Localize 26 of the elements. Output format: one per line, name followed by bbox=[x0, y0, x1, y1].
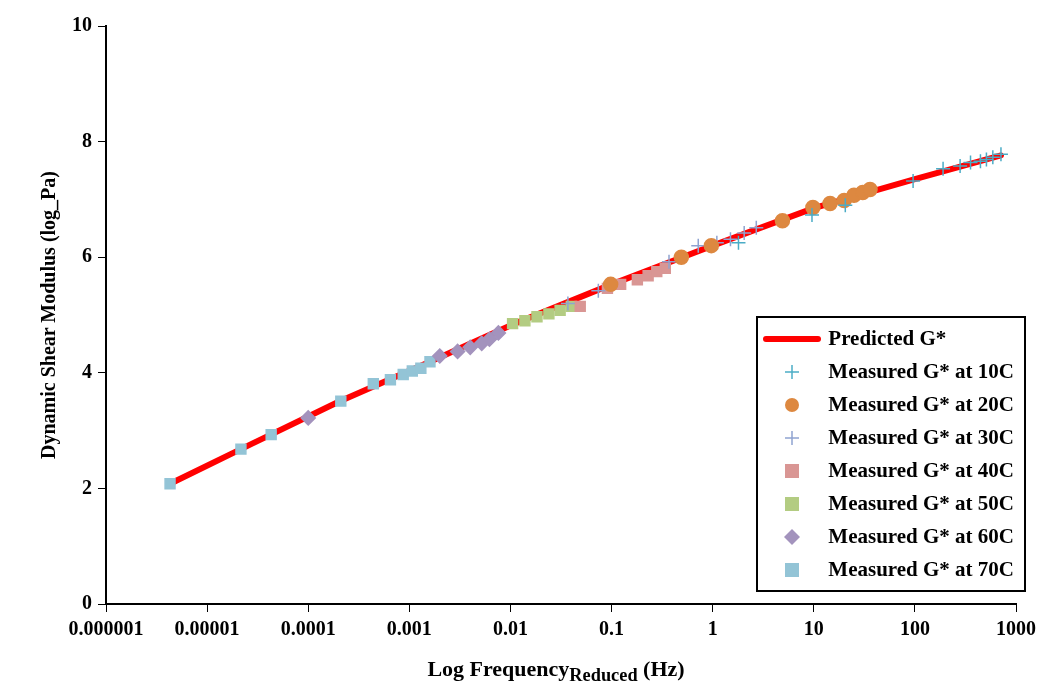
x-tick-label: 0.01 bbox=[492, 617, 528, 640]
x-axis-title: Log Frequency$_{Reduced}$ (Hz) bbox=[426, 656, 686, 687]
legend-label: Measured G* at 30C bbox=[828, 425, 1014, 450]
y-tick-label: 6 bbox=[82, 244, 92, 267]
legend-label: Measured G* at 60C bbox=[828, 524, 1014, 549]
x-tick-label: 10 bbox=[803, 617, 824, 640]
x-tick-label: 100 bbox=[899, 617, 930, 640]
y-axis-title: Dynamic Shear Modulus (log_Pa) bbox=[37, 171, 61, 459]
legend-label: Measured G* at 50C bbox=[828, 491, 1014, 516]
x-tick-label: 0.0001 bbox=[280, 617, 336, 640]
legend-label: Measured G* at 20C bbox=[828, 392, 1014, 417]
x-tick-label: 0.00001 bbox=[174, 617, 240, 640]
x-tick-label: 0.1 bbox=[599, 617, 625, 640]
y-tick-label: 0 bbox=[82, 591, 92, 614]
legend-label: Measured G* at 10C bbox=[828, 359, 1014, 384]
y-tick-label: 4 bbox=[82, 359, 92, 382]
x-tick-label: 0.001 bbox=[386, 617, 432, 640]
x-tick-label: 1000 bbox=[996, 617, 1036, 640]
y-tick-label: 8 bbox=[82, 128, 92, 151]
y-tick-label: 2 bbox=[82, 475, 92, 498]
y-tick-label: 10 bbox=[72, 13, 92, 36]
legend-label: Measured G* at 40C bbox=[828, 458, 1014, 483]
legend-label: Measured G* at 70C bbox=[828, 557, 1014, 582]
legend-label: Predicted G* bbox=[828, 326, 947, 351]
x-tick-label: 0.000001 bbox=[68, 617, 144, 640]
x-tick-label: 1 bbox=[707, 617, 718, 640]
